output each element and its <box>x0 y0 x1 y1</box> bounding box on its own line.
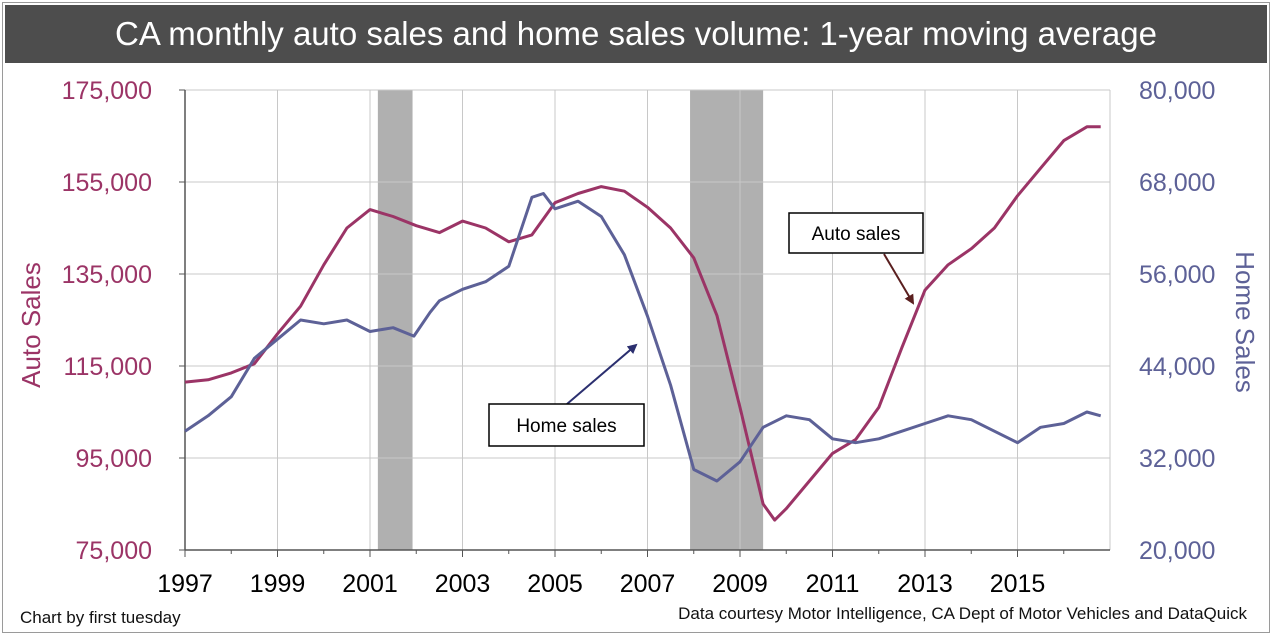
auto-sales-callout-label: Auto sales <box>812 224 901 245</box>
left-axis-title: Auto Sales <box>16 262 46 388</box>
x-tick-label: 2015 <box>990 570 1046 598</box>
right-tick-label: 56,000 <box>1139 261 1215 289</box>
left-tick-label: 95,000 <box>76 445 152 473</box>
x-tick-label: 2001 <box>342 570 398 598</box>
recession-band <box>690 90 764 550</box>
right-axis-title: Home Sales <box>1230 251 1260 393</box>
axes: 75,000 95,000 115,000 135,000 155,000 175,000… <box>16 77 1260 598</box>
right-tick-label: 20,000 <box>1139 537 1215 565</box>
recession-band <box>377 90 413 550</box>
right-tick-label: 68,000 <box>1139 169 1215 197</box>
series-lines <box>184 125 1102 522</box>
left-tick-label: 175,000 <box>62 77 152 105</box>
x-tick-label: 2009 <box>712 570 768 598</box>
auto-sales-callout-box <box>788 212 924 254</box>
right-tick-label: 44,000 <box>1139 353 1215 381</box>
home-sales-callout-box <box>488 403 645 447</box>
home-sales-callout-label: Home sales <box>516 416 616 437</box>
auto-sales-callout-arrow <box>883 253 915 305</box>
title-bar: CA monthly auto sales and home sales vol… <box>5 5 1267 63</box>
left-tick-label: 115,000 <box>63 353 152 381</box>
right-tick-label: 32,000 <box>1139 445 1215 473</box>
x-tick-label: 2007 <box>620 570 676 598</box>
annotations: Auto sales Home sales <box>488 212 924 447</box>
right-tick-label: 80,000 <box>1139 77 1215 105</box>
recession-bands <box>377 90 764 550</box>
x-tick-label: 1999 <box>250 570 306 598</box>
data-source: Data courtesy Motor Intelligence, CA Dep… <box>678 604 1247 623</box>
left-tick-label: 155,000 <box>62 169 152 197</box>
left-tick-label: 135,000 <box>62 261 152 289</box>
x-tick-label: 1997 <box>157 570 213 598</box>
chart-title: CA monthly auto sales and home sales vol… <box>115 15 1157 52</box>
x-tick-label: 2011 <box>806 570 860 598</box>
x-tick-label: 2003 <box>435 570 491 598</box>
home-sales-line <box>184 192 1102 483</box>
x-tick-label: 2013 <box>897 570 953 598</box>
grid-lines <box>185 89 1111 550</box>
chart-credit: Chart by first tuesday <box>20 608 181 627</box>
auto-sales-line <box>184 125 1101 522</box>
left-tick-label: 75,000 <box>76 537 152 565</box>
x-tick-label: 2005 <box>527 570 583 598</box>
home-sales-callout-arrow <box>566 343 638 405</box>
